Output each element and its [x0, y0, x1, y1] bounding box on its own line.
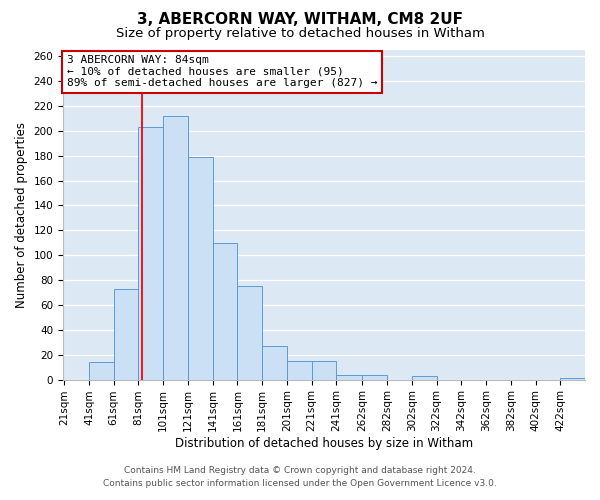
Text: Contains HM Land Registry data © Crown copyright and database right 2024.
Contai: Contains HM Land Registry data © Crown c…	[103, 466, 497, 487]
Bar	[238, 286, 262, 380]
Bar	[163, 116, 188, 380]
Bar	[362, 374, 387, 380]
Bar	[311, 361, 337, 380]
Bar	[139, 127, 163, 380]
Bar	[560, 378, 585, 380]
Text: 3 ABERCORN WAY: 84sqm
← 10% of detached houses are smaller (95)
89% of semi-deta: 3 ABERCORN WAY: 84sqm ← 10% of detached …	[67, 55, 377, 88]
Y-axis label: Number of detached properties: Number of detached properties	[15, 122, 28, 308]
Text: Size of property relative to detached houses in Witham: Size of property relative to detached ho…	[116, 28, 484, 40]
X-axis label: Distribution of detached houses by size in Witham: Distribution of detached houses by size …	[175, 437, 473, 450]
Bar	[89, 362, 114, 380]
Bar	[212, 243, 238, 380]
Bar	[262, 346, 287, 380]
Bar	[337, 374, 362, 380]
Bar	[287, 361, 311, 380]
Bar	[188, 157, 212, 380]
Text: 3, ABERCORN WAY, WITHAM, CM8 2UF: 3, ABERCORN WAY, WITHAM, CM8 2UF	[137, 12, 463, 28]
Bar	[114, 289, 139, 380]
Bar	[412, 376, 437, 380]
